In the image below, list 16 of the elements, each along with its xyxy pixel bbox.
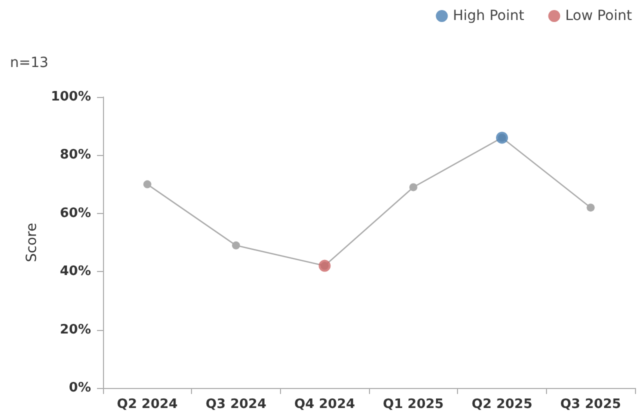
x-tick-label: Q3 2025 xyxy=(560,397,622,412)
y-tick-label: 0% xyxy=(68,380,91,396)
x-tick-label: Q2 2024 xyxy=(116,397,178,412)
x-tick-label: Q1 2025 xyxy=(382,397,444,412)
y-tick-label: 60% xyxy=(60,206,91,221)
x-tick-label: Q2 2025 xyxy=(472,397,532,412)
legend-label: High Point xyxy=(452,8,525,24)
legend-label: Low Point xyxy=(565,8,633,24)
x-tick-label: Q3 2024 xyxy=(206,397,266,412)
y-tick-label: 80% xyxy=(60,148,91,163)
y-axis-title: Score xyxy=(24,222,40,262)
x-tick-label: Q4 2024 xyxy=(294,397,356,412)
y-tick-label: 40% xyxy=(60,264,91,280)
y-tick-label: 100% xyxy=(50,90,91,104)
y-tick-label: 20% xyxy=(60,322,91,338)
text: n=13 xyxy=(10,55,48,71)
